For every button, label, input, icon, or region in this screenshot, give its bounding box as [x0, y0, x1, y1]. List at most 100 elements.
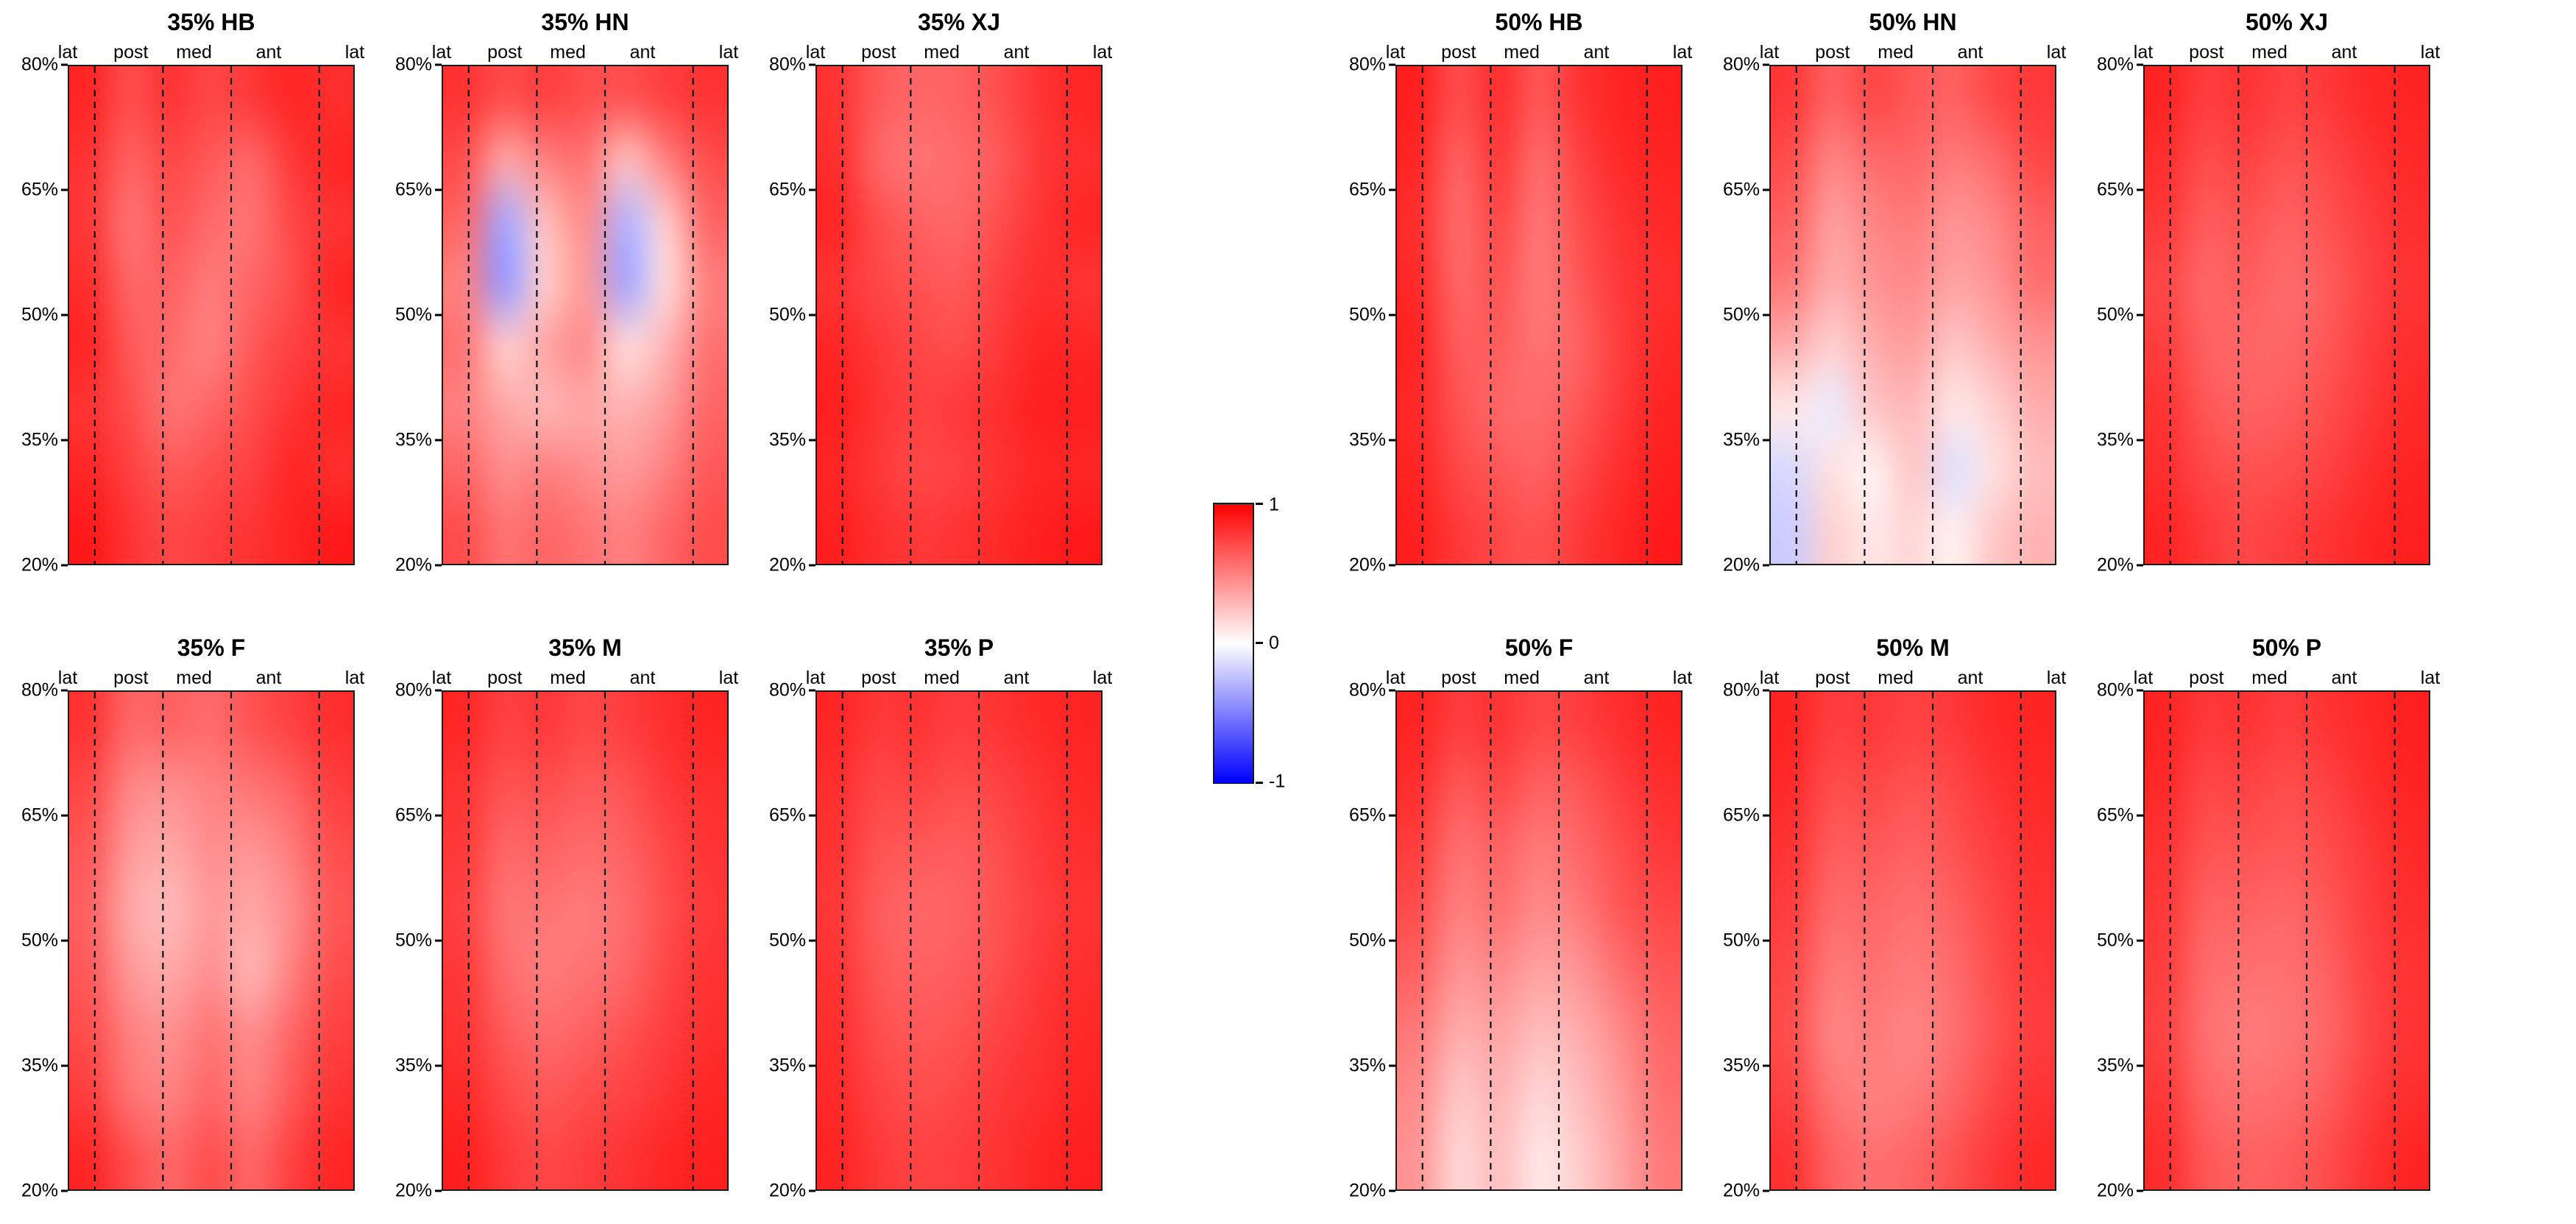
y-axis-label-text: 65%: [21, 179, 58, 200]
y-axis-label-text: 80%: [768, 679, 806, 701]
y-axis-label: 65%: [21, 180, 68, 201]
colorbar-tick-mid: [1256, 642, 1263, 644]
top-axis-label: lat: [2046, 668, 2067, 688]
y-axis-tick: [1389, 1189, 1395, 1192]
y-axis: 80% 65% 50% 35% 20%: [10, 54, 68, 576]
panel-title: 35% HB: [167, 9, 255, 35]
y-axis-tick: [1389, 188, 1395, 191]
y-axis-label: 50%: [2097, 305, 2143, 326]
top-axis-label: post: [487, 668, 523, 688]
y-axis-label-text: 20%: [2096, 554, 2134, 576]
panel-title: 50% M: [1876, 634, 1950, 661]
y-axis-label: 20%: [21, 1181, 68, 1202]
y-axis-label: 50%: [2097, 930, 2143, 952]
y-axis-label: 35%: [769, 430, 815, 451]
y-axis-tick: [2137, 1064, 2143, 1067]
y-axis-label-text: 20%: [1722, 1180, 1760, 1201]
top-axis-label: lat: [2420, 668, 2441, 688]
top-axis-label: post: [1815, 668, 1850, 688]
y-axis-label-text: 20%: [2096, 1180, 2134, 1201]
panel-title: 50% F: [1504, 634, 1574, 661]
panel-title: 50% P: [2251, 634, 2322, 661]
y-axis-label: 50%: [1349, 930, 1395, 952]
heatmap-plot-area: [1395, 65, 1682, 565]
y-axis-tick: [61, 1189, 68, 1192]
y-axis-label-text: 20%: [768, 1180, 806, 1201]
plot-row: 80% 65% 50% 35% 20%: [2086, 54, 2430, 576]
y-axis-label-text: 50%: [1722, 930, 1760, 951]
y-axis-tick: [809, 814, 815, 817]
top-axis-labels: lat post med ant lat: [58, 664, 364, 690]
y-axis-tick: [1389, 564, 1395, 567]
colorbar-tick-max: [1256, 503, 1263, 505]
top-axis-label: ant: [2331, 668, 2357, 688]
y-axis-label: 50%: [395, 930, 442, 952]
y-axis-tick: [809, 63, 815, 66]
heatmap-panel: 35% HN lat post med ant lat 80% 65% 50% 35% 20%: [384, 6, 738, 576]
y-axis-label-text: 65%: [768, 804, 806, 826]
top-axis-labels: lat post med ant lat: [58, 38, 364, 65]
y-axis-label: 20%: [395, 1181, 442, 1202]
top-axis-labels: lat post med ant lat: [1386, 38, 1692, 65]
y-axis-label-text: 80%: [1722, 679, 1760, 701]
heatmap-canvas: [1771, 66, 2055, 564]
y-axis-label-text: 50%: [21, 930, 58, 951]
heatmap-plot-area: [68, 65, 355, 565]
region-divider-overlay: [467, 66, 694, 564]
y-axis-label-text: 50%: [1348, 304, 1386, 325]
region-divider-overlay: [1421, 692, 1648, 1189]
y-axis-tick: [61, 314, 68, 316]
heatmap-canvas: [443, 66, 727, 564]
y-axis-label: 35%: [1349, 430, 1395, 451]
y-axis-tick: [1763, 188, 1769, 191]
y-axis-label: 20%: [1349, 555, 1395, 576]
y-axis-label: 80%: [21, 54, 68, 76]
top-axis-label: post: [2189, 42, 2224, 63]
region-divider-overlay: [2169, 692, 2396, 1189]
top-axis-label: lat: [431, 42, 452, 63]
top-axis-label: post: [861, 42, 896, 63]
y-axis: 80% 65% 50% 35% 20%: [2086, 680, 2143, 1201]
group-35-percent: 35% HB lat post med ant lat 80% 65% 50% 35% 20% 35%…: [10, 6, 1112, 1201]
y-axis: 80% 65% 50% 35% 20%: [1712, 680, 1769, 1201]
y-axis-label: 20%: [21, 555, 68, 576]
y-axis-tick: [1763, 1064, 1769, 1067]
region-divider-overlay: [93, 692, 320, 1189]
y-axis-label-text: 35%: [2096, 1055, 2134, 1076]
top-axis-label: lat: [2133, 42, 2154, 63]
y-axis-label-text: 50%: [21, 304, 58, 325]
y-axis: 80% 65% 50% 35% 20%: [1712, 54, 1769, 576]
heatmap-plot-area: [1769, 65, 2056, 565]
top-axis-label: med: [176, 42, 212, 63]
y-axis-tick: [2137, 1189, 2143, 1192]
plot-row: 80% 65% 50% 35% 20%: [1712, 680, 2056, 1201]
y-axis-tick: [1763, 439, 1769, 442]
heatmap-plot-area: [2143, 65, 2430, 565]
plot-row: 80% 65% 50% 35% 20%: [1338, 680, 1682, 1201]
top-axis-label: post: [1441, 42, 1476, 63]
panel-title: 35% P: [924, 634, 994, 661]
y-axis-tick: [61, 63, 68, 66]
top-axis-label: med: [176, 668, 212, 688]
panel-title: 50% HB: [1495, 9, 1583, 35]
y-axis: 80% 65% 50% 35% 20%: [2086, 54, 2143, 576]
y-axis-tick: [435, 564, 442, 567]
region-divider-overlay: [841, 692, 1068, 1189]
top-axis-label: med: [924, 42, 960, 63]
region-divider-overlay: [2169, 66, 2396, 564]
heatmap-canvas: [1771, 692, 2055, 1189]
y-axis-label-text: 35%: [21, 1055, 58, 1076]
y-axis: 80% 65% 50% 35% 20%: [758, 54, 815, 576]
y-axis-label-text: 35%: [1722, 429, 1760, 450]
y-axis-label: 65%: [769, 805, 815, 827]
y-axis-label: 65%: [1723, 180, 1769, 201]
top-axis-label: med: [1878, 42, 1914, 63]
y-axis-tick: [2137, 439, 2143, 442]
y-axis-label: 80%: [1349, 680, 1395, 701]
y-axis-label: 65%: [1349, 805, 1395, 827]
y-axis: 80% 65% 50% 35% 20%: [384, 54, 442, 576]
top-axis-label: lat: [718, 668, 739, 688]
y-axis-tick: [809, 689, 815, 692]
y-axis-label-text: 65%: [1348, 804, 1386, 826]
